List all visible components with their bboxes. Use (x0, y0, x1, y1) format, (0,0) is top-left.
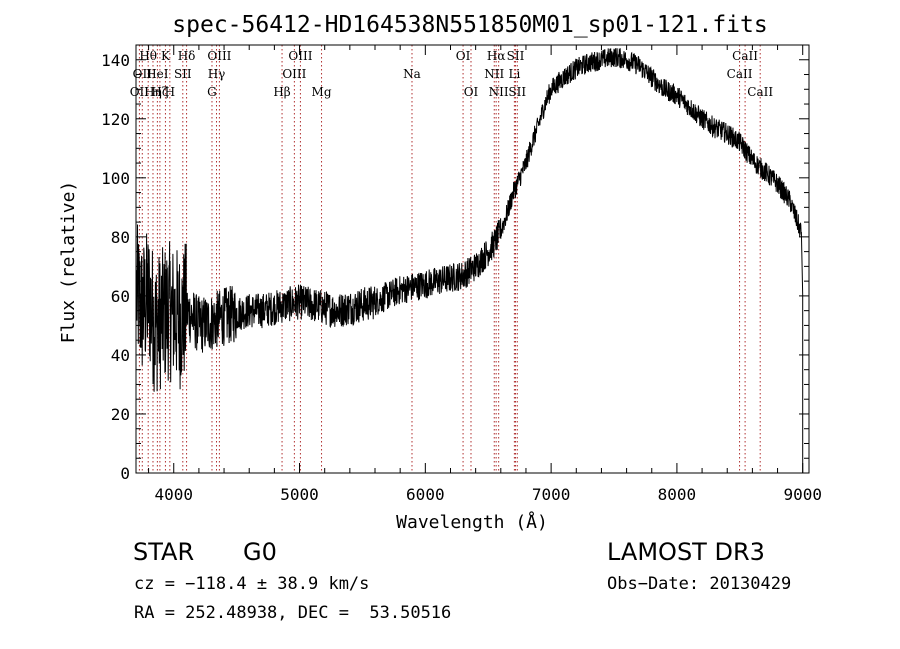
object-class: STAR (133, 538, 195, 566)
spectral-line-label-24: SII (507, 49, 525, 63)
spectral-line-label-25: SII (508, 85, 526, 99)
y-axis-label: Flux (relative) (58, 181, 79, 344)
object-subclass: G0 (243, 538, 277, 566)
y-tick-label-3: 60 (111, 287, 130, 306)
spectral-line-label-10: G (207, 85, 217, 99)
spectral-line-label-20: NII (484, 67, 504, 81)
spectral-line-label-27: CaII (732, 49, 758, 63)
y-tick-label-1: 20 (111, 405, 130, 424)
spectral-line-label-12: OIII (207, 49, 231, 63)
spectral-line-label-11: Hγ (208, 67, 226, 81)
x-tick-label-0: 4000 (154, 485, 193, 504)
spectral-line-label-19: OI (464, 85, 479, 99)
spectral-line-label-26: CaII (727, 67, 753, 81)
spectral-line-label-8: SII (174, 67, 192, 81)
spectral-line-labels: OII OII Hθ Hη HeI Hζ K H SII Hδ G Hγ OIII Hβ OIII OIII M… (130, 49, 774, 99)
spectral-lines (138, 45, 761, 473)
spectral-line-label-17: Na (403, 67, 421, 81)
spectral-line-label-4: HeI (146, 67, 169, 81)
chart-title: spec-56412-HD164538N551850M01_sp01-121.f… (172, 12, 767, 38)
spectral-line-label-5: Hζ (151, 85, 168, 99)
x-tick-label-5: 9000 (783, 485, 822, 504)
y-tick-label-7: 140 (101, 51, 130, 70)
x-tick-label-3: 7000 (532, 485, 571, 504)
redshift-velocity: cz = −118.4 ± 38.9 km/s (134, 574, 370, 594)
spectral-line-label-0: OII (130, 85, 150, 99)
spectral-line-label-21: Hα (487, 49, 506, 63)
spectrum-series-line (136, 48, 804, 473)
x-tick-label-2: 6000 (406, 485, 445, 504)
spectral-line-label-15: OIII (288, 49, 312, 63)
y-tick-label-0: 0 (120, 464, 130, 483)
axis-ticks: 4000 5000 6000 7000 8000 9000 0 20 40 60 80 100 120 1… (101, 45, 822, 504)
spectral-line-label-18: OI (456, 49, 471, 63)
spectral-line-label-7: H (165, 85, 175, 99)
spectral-line-label-16: Mg (312, 85, 332, 99)
spectral-line-label-14: OIII (282, 67, 306, 81)
spectral-line-label-6: K (161, 49, 171, 63)
plot-frame (135, 44, 810, 474)
spectrum-chart: spec-56412-HD164538N551850M01_sp01-121.f… (58, 12, 822, 533)
spectral-line-label-9: Hδ (178, 49, 196, 63)
spectral-line-label-22: NII (489, 85, 509, 99)
x-tick-label-4: 8000 (658, 485, 697, 504)
y-tick-label-6: 120 (101, 110, 130, 129)
survey-name: LAMOST DR3 (607, 538, 765, 566)
y-tick-label-5: 100 (101, 169, 130, 188)
spectral-line-label-28: CaII (747, 85, 773, 99)
y-tick-label-4: 80 (111, 228, 130, 247)
y-tick-label-2: 40 (111, 346, 130, 365)
spectral-line-label-23: Li (508, 67, 520, 81)
coordinates: RA = 252.48938, DEC = 53.50516 (134, 603, 452, 623)
spectral-line-label-2: Hθ (139, 49, 157, 63)
x-axis-label: Wavelength (Å) (396, 511, 548, 533)
spectral-line-label-13: Hβ (273, 85, 290, 99)
observation-date: Obs−Date: 20130429 (607, 574, 792, 594)
spectral-line-label-1: OII (133, 67, 153, 81)
x-tick-label-1: 5000 (280, 485, 319, 504)
spectral-line-label-3: Hη (144, 85, 162, 99)
